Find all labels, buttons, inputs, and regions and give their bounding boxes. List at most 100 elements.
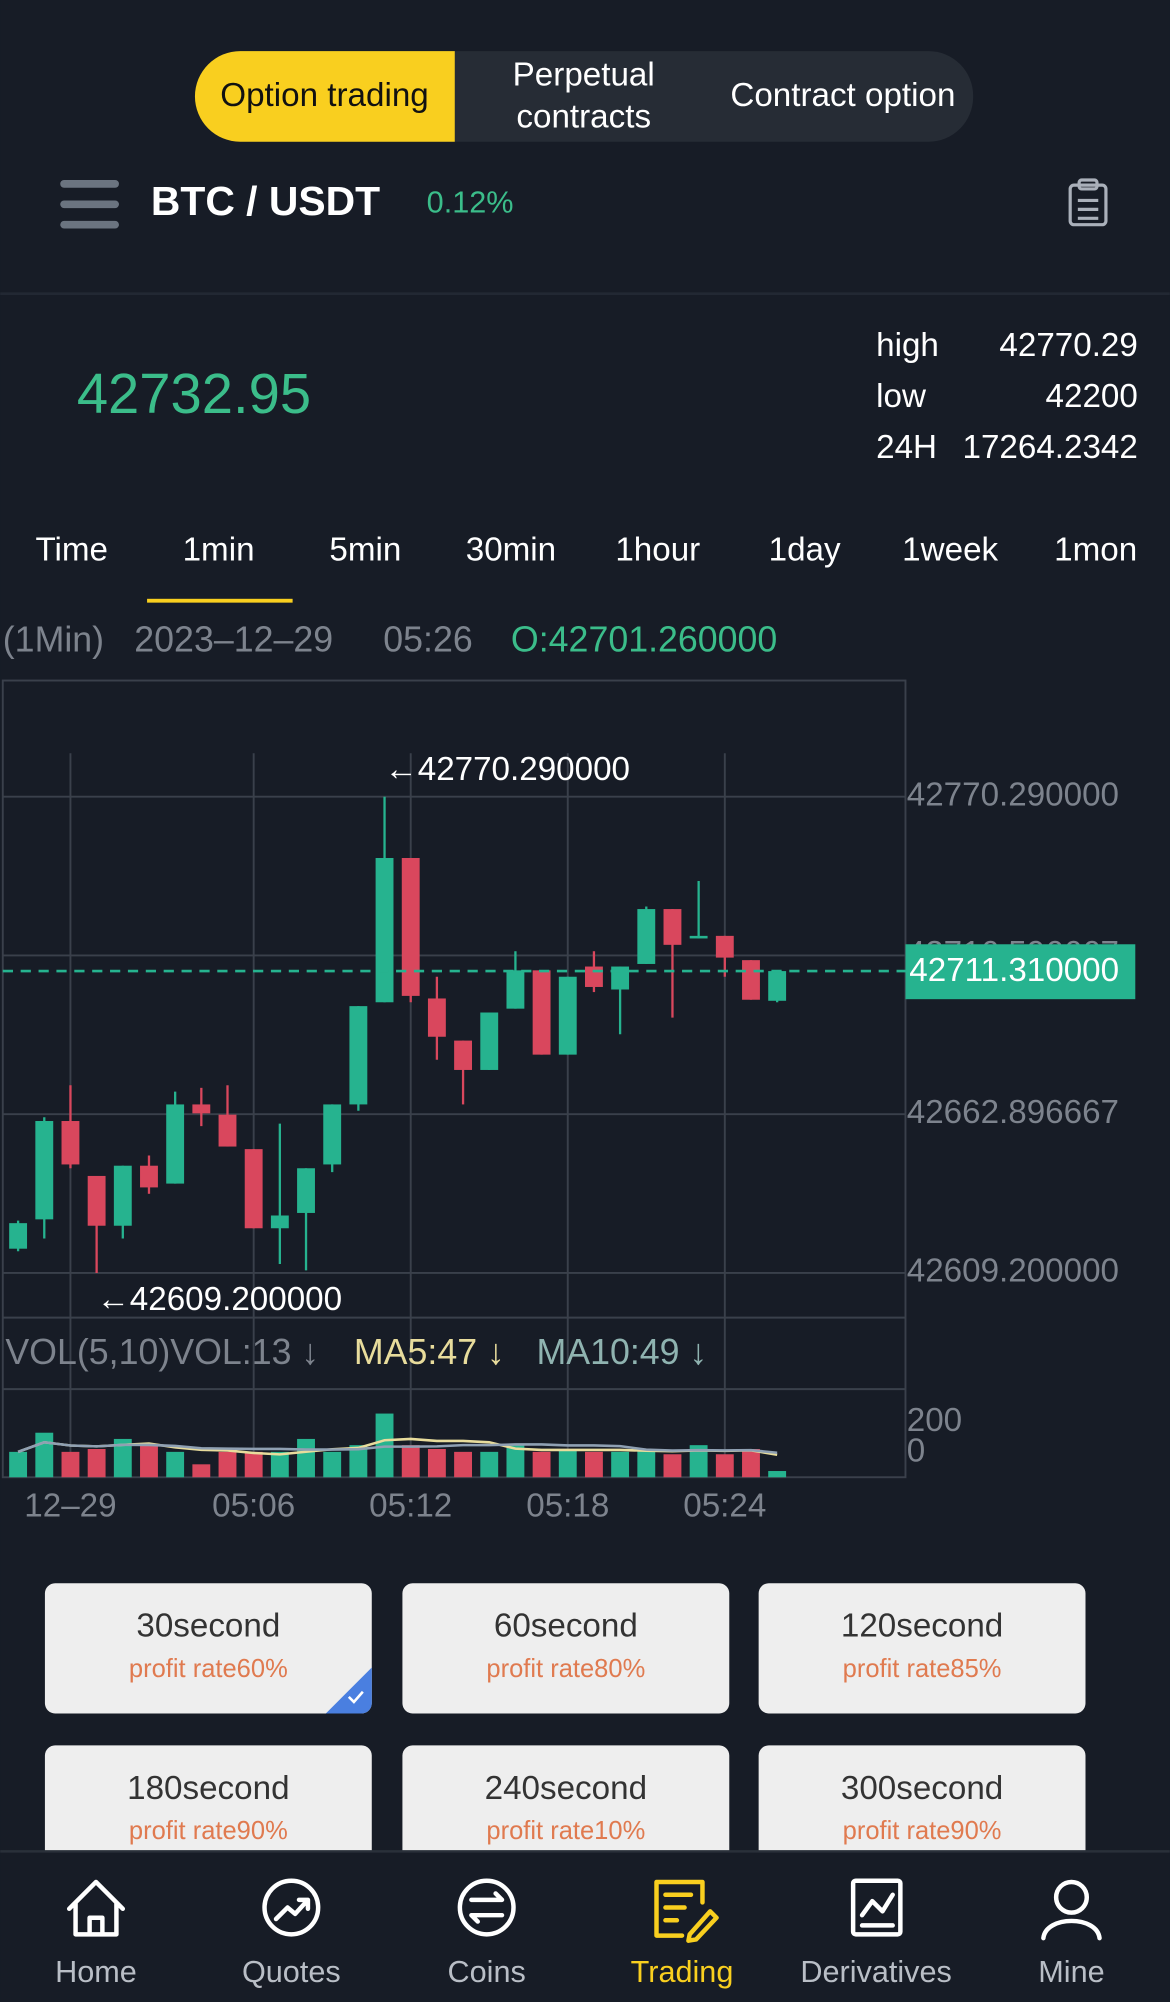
interval-tab[interactable]: 1min xyxy=(183,531,255,568)
candle-body xyxy=(9,1223,28,1249)
candle-body xyxy=(689,935,708,939)
low-annotation: ←42609.200000 xyxy=(97,1281,342,1318)
date: 2023–12–29 xyxy=(134,620,333,660)
option-profit: profit rate85% xyxy=(843,1655,1002,1683)
candle-body xyxy=(532,970,551,1055)
y-tick-label: 42609.200000 xyxy=(907,1253,1119,1290)
nav-bar xyxy=(0,1851,1170,2002)
volume-bar xyxy=(401,1445,420,1478)
nav-label[interactable]: Derivatives xyxy=(800,1955,951,1989)
interval-underline xyxy=(147,598,293,603)
tab[interactable]: Perpetual xyxy=(513,56,655,93)
tab[interactable]: Option trading xyxy=(220,77,428,114)
interval-tab[interactable]: 1mon xyxy=(1054,531,1137,568)
menu-icon[interactable] xyxy=(60,180,119,229)
stat-value: 42770.29 xyxy=(999,327,1137,364)
option-duration: 120second xyxy=(841,1608,1003,1645)
volume-bar xyxy=(742,1448,760,1478)
volume-bar xyxy=(244,1451,263,1478)
option-profit: profit rate60% xyxy=(129,1655,288,1683)
stat-value: 42200 xyxy=(1046,378,1138,415)
volume-bar xyxy=(166,1451,185,1478)
candle-body xyxy=(558,976,577,1055)
period: (1Min) xyxy=(3,620,104,660)
tab-active-bg xyxy=(194,51,455,142)
option-card[interactable] xyxy=(44,1583,372,1714)
option-duration: 60second xyxy=(494,1608,638,1645)
candle-body xyxy=(768,971,787,1001)
nav-label[interactable]: Quotes xyxy=(242,1955,341,1989)
mine-icon[interactable] xyxy=(1041,1879,1102,1941)
tab[interactable]: contracts xyxy=(516,99,651,136)
last-price-badge xyxy=(905,944,1136,1000)
vol-legend: VOL(5,10)VOL:13 ↓ xyxy=(5,1332,319,1372)
candle-body xyxy=(663,909,682,945)
candle-body xyxy=(742,960,760,1000)
option-duration: 300second xyxy=(841,1770,1003,1807)
x-tick-label: 05:12 xyxy=(369,1488,452,1525)
volume-bar xyxy=(87,1448,106,1478)
interval-tab[interactable]: 1hour xyxy=(615,531,700,568)
candle-body xyxy=(244,1149,263,1229)
option-profit: profit rate80% xyxy=(486,1655,645,1683)
x-tick-label: 05:06 xyxy=(212,1488,295,1525)
candle-body xyxy=(35,1121,54,1220)
quotes-icon[interactable] xyxy=(262,1878,321,1937)
option-duration: 240second xyxy=(485,1770,647,1807)
option-card[interactable] xyxy=(402,1583,730,1714)
ma10-line xyxy=(17,1440,778,1454)
volume-bar xyxy=(663,1454,682,1478)
last-price-label: 42711.310000 xyxy=(909,952,1119,989)
home-icon[interactable] xyxy=(66,1879,126,1937)
option-card[interactable] xyxy=(758,1583,1086,1714)
candle-body xyxy=(140,1165,158,1188)
stat-label: 24H xyxy=(876,429,937,466)
option-duration: 180second xyxy=(127,1770,289,1807)
interval-tab[interactable]: 1week xyxy=(902,531,998,568)
candle-body xyxy=(61,1121,80,1165)
trading-icon[interactable] xyxy=(654,1879,719,1943)
selected-check xyxy=(347,1690,364,1704)
volume-bar xyxy=(768,1471,787,1478)
tab[interactable]: Contract option xyxy=(730,77,955,114)
interval-tab[interactable]: 30min xyxy=(466,531,556,568)
y-tick-label: 42770.290000 xyxy=(907,776,1119,813)
option-card[interactable] xyxy=(402,1745,730,1876)
candle-body xyxy=(323,1104,342,1165)
candle-body xyxy=(715,935,734,958)
interval-tab[interactable]: 5min xyxy=(329,531,401,568)
nav-label[interactable]: Home xyxy=(55,1955,137,1989)
candle-body xyxy=(192,1104,211,1114)
candle-body xyxy=(87,1175,106,1226)
coins-icon[interactable] xyxy=(457,1878,516,1937)
volume-bar xyxy=(558,1448,577,1478)
interval-tab[interactable]: Time xyxy=(35,531,108,568)
candle-body xyxy=(427,998,446,1037)
derivatives-icon[interactable] xyxy=(850,1878,903,1937)
nav-label[interactable]: Mine xyxy=(1038,1955,1104,1989)
time: 05:26 xyxy=(383,620,472,660)
volume-bar xyxy=(297,1438,315,1478)
volume-bar xyxy=(427,1448,446,1478)
orders-icon[interactable] xyxy=(1068,178,1108,227)
candle-body xyxy=(454,1040,473,1070)
interval-tab[interactable]: 1day xyxy=(769,531,841,568)
volume-bar xyxy=(454,1451,473,1478)
option-profit: profit rate90% xyxy=(843,1817,1002,1845)
candle-body xyxy=(401,858,420,996)
option-card[interactable] xyxy=(758,1745,1086,1876)
candle-body xyxy=(113,1165,132,1226)
stat-value: 17264.2342 xyxy=(963,429,1138,466)
volume-bar xyxy=(61,1451,80,1478)
vol-tick-label: 200 xyxy=(907,1402,962,1439)
volume-bar xyxy=(323,1451,342,1478)
change: 0.12% xyxy=(427,185,514,219)
option-card[interactable] xyxy=(44,1745,372,1876)
nav-label[interactable]: Coins xyxy=(448,1955,526,1989)
stat-label: high xyxy=(876,327,939,364)
candle-body xyxy=(585,966,603,987)
nav-label[interactable]: Trading xyxy=(631,1955,734,1989)
open-value: O:42701.260000 xyxy=(511,620,777,660)
y-tick-label: 42662.896667 xyxy=(907,1094,1119,1131)
